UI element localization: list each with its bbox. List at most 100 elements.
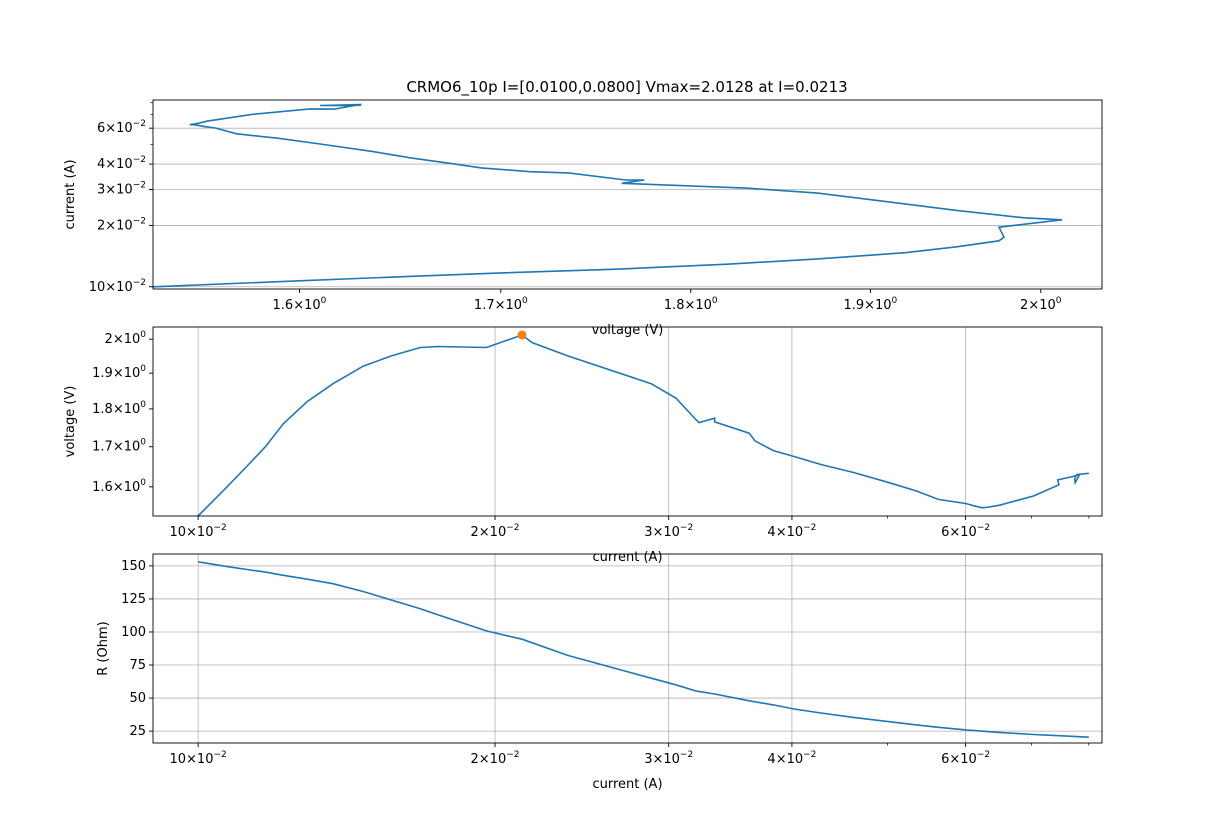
y-tick-label: 6×10−2 <box>97 119 146 136</box>
x-tick-label-exponent: −2 <box>506 523 519 533</box>
y-tick-label-mantissa: 1.7×10 <box>92 440 140 455</box>
x-tick-label-mantissa: 2×10 <box>1020 298 1056 313</box>
chart-panel-3: 10×10−2 2×10−2 3×10−2 4×10−2 6×10−2255075100… <box>96 553 1103 792</box>
x-tick-label-exponent: 0 <box>522 296 528 306</box>
x-tick-label-exponent: −2 <box>803 523 816 533</box>
x-tick-label-mantissa: 10×10 <box>169 525 213 540</box>
y-tick-label: 125 <box>121 592 146 607</box>
y-tick-label: 1.7×100 <box>92 438 146 455</box>
x-tick-label-mantissa: 4×10 <box>767 752 803 767</box>
y-tick-label-exponent: 0 <box>140 438 146 448</box>
x-tick-label-exponent: 0 <box>712 296 718 306</box>
x-tick-label-exponent: −2 <box>213 750 226 760</box>
x-tick-label: 2×10−2 <box>471 750 520 767</box>
y-tick-label: 10×10−2 <box>89 278 146 295</box>
x-tick-label: 1.8×100 <box>664 296 718 313</box>
x-tick-label: 6×10−2 <box>941 523 990 540</box>
x-tick-label: 1.7×100 <box>474 296 528 313</box>
y-tick-label-exponent: −2 <box>133 155 146 165</box>
y-axis-label: current (A) <box>63 159 78 229</box>
vmax-marker <box>517 330 527 340</box>
axes-frame <box>152 99 1103 290</box>
x-tick-label: 2×10−2 <box>471 523 520 540</box>
y-tick-label-exponent: −2 <box>133 181 146 191</box>
x-tick-label-exponent: 0 <box>892 296 898 306</box>
y-tick-label-exponent: 0 <box>140 400 146 410</box>
y-tick-label: 150 <box>121 559 146 574</box>
x-tick-label-mantissa: 2×10 <box>471 525 507 540</box>
x-axis-label: current (A) <box>592 550 662 565</box>
figure-title: CRMO6_10p I=[0.0100,0.0800] Vmax=2.0128 … <box>406 78 847 97</box>
x-tick-label-exponent: −2 <box>680 750 693 760</box>
x-tick-label: 4×10−2 <box>767 523 816 540</box>
x-tick-label: 1.6×100 <box>273 296 327 313</box>
y-tick-label-mantissa: 1.8×10 <box>92 402 140 417</box>
x-tick-label-exponent: 0 <box>321 296 327 306</box>
panels: 1.6×100 1.7×100 1.8×100 1.9×100 2×10010×10−2… <box>63 99 1103 792</box>
x-tick-label-mantissa: 6×10 <box>941 752 977 767</box>
x-tick-label-exponent: −2 <box>977 523 990 533</box>
x-tick-label: 3×10−2 <box>644 523 693 540</box>
series-line <box>153 103 1063 288</box>
x-tick-label: 2×100 <box>1020 296 1062 313</box>
y-tick-label-mantissa: 2×10 <box>97 218 133 233</box>
x-tick-label: 6×10−2 <box>941 750 990 767</box>
y-tick-label: 50 <box>129 691 146 706</box>
axes-frame <box>152 326 1103 517</box>
x-tick-label-exponent: −2 <box>680 523 693 533</box>
x-tick-label: 1.9×100 <box>843 296 897 313</box>
y-tick-label: 2×100 <box>105 330 147 347</box>
x-axis-label: current (A) <box>592 777 662 792</box>
x-tick-label-exponent: −2 <box>803 750 816 760</box>
x-tick-label-exponent: 0 <box>1056 296 1062 306</box>
y-tick-label-mantissa: 4×10 <box>97 157 133 172</box>
x-tick-label-exponent: −2 <box>213 523 226 533</box>
axes-frame <box>152 553 1103 744</box>
x-tick-label-mantissa: 3×10 <box>644 752 680 767</box>
y-tick-label: 1.8×100 <box>92 400 146 417</box>
y-tick-label-exponent: −2 <box>133 278 146 288</box>
x-tick-label-mantissa: 1.6×10 <box>273 298 321 313</box>
series-line <box>197 561 1089 738</box>
y-tick-label-mantissa: 3×10 <box>97 183 133 198</box>
y-tick-label-exponent: 0 <box>140 364 146 374</box>
x-tick-label-mantissa: 10×10 <box>169 752 213 767</box>
x-tick-label-exponent: −2 <box>506 750 519 760</box>
y-tick-label-exponent: 0 <box>140 478 146 488</box>
y-tick-label: 100 <box>121 625 146 640</box>
y-tick-label-mantissa: 1.6×10 <box>92 480 140 495</box>
y-tick-label: 3×10−2 <box>97 181 146 198</box>
x-tick-label-exponent: −2 <box>977 750 990 760</box>
y-tick-label: 25 <box>129 724 146 739</box>
x-tick-label-mantissa: 6×10 <box>941 525 977 540</box>
x-tick-label-mantissa: 2×10 <box>471 752 507 767</box>
x-tick-label-mantissa: 1.9×10 <box>843 298 891 313</box>
x-tick-label-mantissa: 1.8×10 <box>664 298 712 313</box>
y-tick-label: 75 <box>129 658 146 673</box>
x-tick-label: 10×10−2 <box>169 750 226 767</box>
y-tick-label-mantissa: 6×10 <box>97 121 133 136</box>
y-axis-label: voltage (V) <box>63 386 78 458</box>
x-tick-label: 10×10−2 <box>169 523 226 540</box>
x-tick-label-mantissa: 3×10 <box>644 525 680 540</box>
y-tick-label: 2×10−2 <box>97 216 146 233</box>
y-tick-label: 4×10−2 <box>97 155 146 172</box>
y-tick-label: 1.9×100 <box>92 364 146 381</box>
x-tick-label-mantissa: 1.7×10 <box>474 298 522 313</box>
y-tick-label-mantissa: 10×10 <box>89 280 133 295</box>
y-tick-label-exponent: −2 <box>133 119 146 129</box>
x-tick-label-mantissa: 4×10 <box>767 525 803 540</box>
chart-panel-1: 1.6×100 1.7×100 1.8×100 1.9×100 2×10010×10−2… <box>63 99 1103 338</box>
y-tick-label-exponent: −2 <box>133 216 146 226</box>
y-axis-label: R (Ohm) <box>96 621 111 675</box>
chart-panel-2: 10×10−2 2×10−2 3×10−2 4×10−2 6×10−21.6×1001.… <box>63 326 1103 565</box>
y-tick-label-mantissa: 1.9×10 <box>92 366 140 381</box>
y-tick-label-exponent: 0 <box>140 330 146 340</box>
y-tick-label: 1.6×100 <box>92 478 146 495</box>
x-tick-label: 3×10−2 <box>644 750 693 767</box>
series-line <box>197 334 1089 516</box>
x-tick-label: 4×10−2 <box>767 750 816 767</box>
x-axis-label: voltage (V) <box>592 323 664 338</box>
y-tick-label-mantissa: 2×10 <box>105 332 141 347</box>
